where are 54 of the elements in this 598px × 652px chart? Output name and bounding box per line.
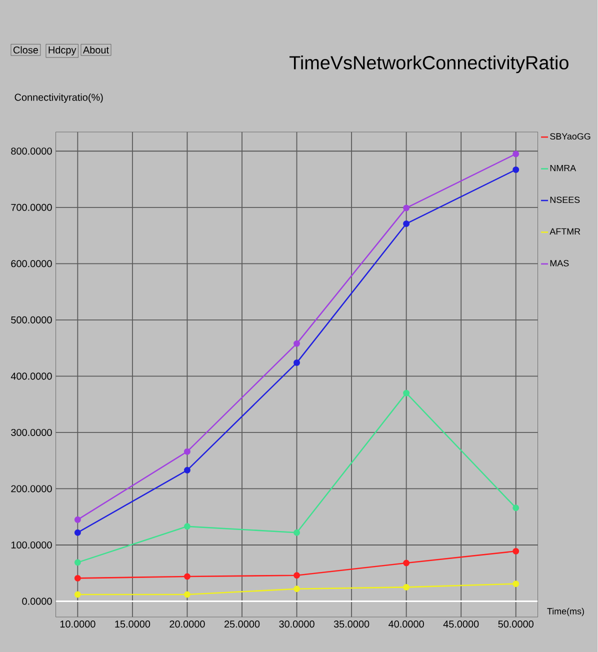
- point: [294, 586, 300, 592]
- y-tick-label: 200.0000: [11, 485, 52, 492]
- point: [74, 529, 82, 536]
- point: [294, 529, 300, 536]
- x-tick-label: 35.0000: [334, 620, 370, 628]
- x-tick-label: 30.0000: [279, 620, 314, 628]
- x-tick-label: 50.0000: [498, 620, 534, 628]
- y-tick-label: 600.0000: [11, 260, 52, 268]
- x-tick-label: 25.0000: [224, 620, 260, 628]
- legend-label: MAS: [550, 260, 569, 266]
- point: [512, 166, 520, 173]
- x-tick-label: 10.0000: [60, 620, 96, 628]
- y-tick-label: 0.0000: [22, 598, 52, 605]
- y-axis-title: Connectivityratio(%): [14, 94, 103, 103]
- point: [512, 150, 520, 158]
- point: [184, 466, 191, 474]
- x-axis-title: Time(ms): [547, 608, 584, 616]
- point: [74, 516, 82, 523]
- legend-label: SBYaoGG: [550, 133, 590, 140]
- legend-label: NSEES: [550, 196, 580, 203]
- point: [294, 340, 300, 347]
- legend-label: NMRA: [550, 164, 576, 172]
- point: [512, 548, 520, 554]
- point: [403, 390, 410, 396]
- y-tick-label: 300.0000: [11, 428, 52, 436]
- x-tick-label: 15.0000: [115, 620, 150, 628]
- point: [403, 204, 410, 212]
- text: About: [83, 46, 110, 54]
- point: [74, 591, 82, 598]
- y-tick-label: 800.0000: [11, 148, 52, 155]
- x-tick-label: 40.0000: [388, 620, 424, 628]
- text: Hdcpy: [48, 46, 76, 56]
- legend-label: AFTMR: [550, 228, 580, 235]
- point: [74, 574, 82, 582]
- point: [184, 448, 191, 455]
- y-tick-label: 700.0000: [11, 204, 52, 211]
- point: [403, 220, 410, 227]
- x-tick-label: 20.0000: [170, 620, 205, 628]
- point: [184, 591, 191, 598]
- x-tick-label: 45.0000: [443, 620, 479, 628]
- y-tick-label: 500.0000: [11, 316, 52, 324]
- y-tick-label: 100.0000: [12, 541, 52, 549]
- point: [294, 572, 300, 579]
- point: [294, 359, 300, 366]
- chart-title: TimeVsNetworkConnectivityRatio: [290, 56, 569, 74]
- y-tick-label: 400.0000: [11, 372, 52, 380]
- point: [512, 504, 520, 512]
- point: [403, 584, 410, 590]
- text: Close: [14, 46, 38, 54]
- point: [512, 580, 520, 588]
- point: [184, 573, 191, 580]
- point: [403, 560, 410, 566]
- point: [74, 559, 82, 566]
- point: [184, 523, 191, 530]
